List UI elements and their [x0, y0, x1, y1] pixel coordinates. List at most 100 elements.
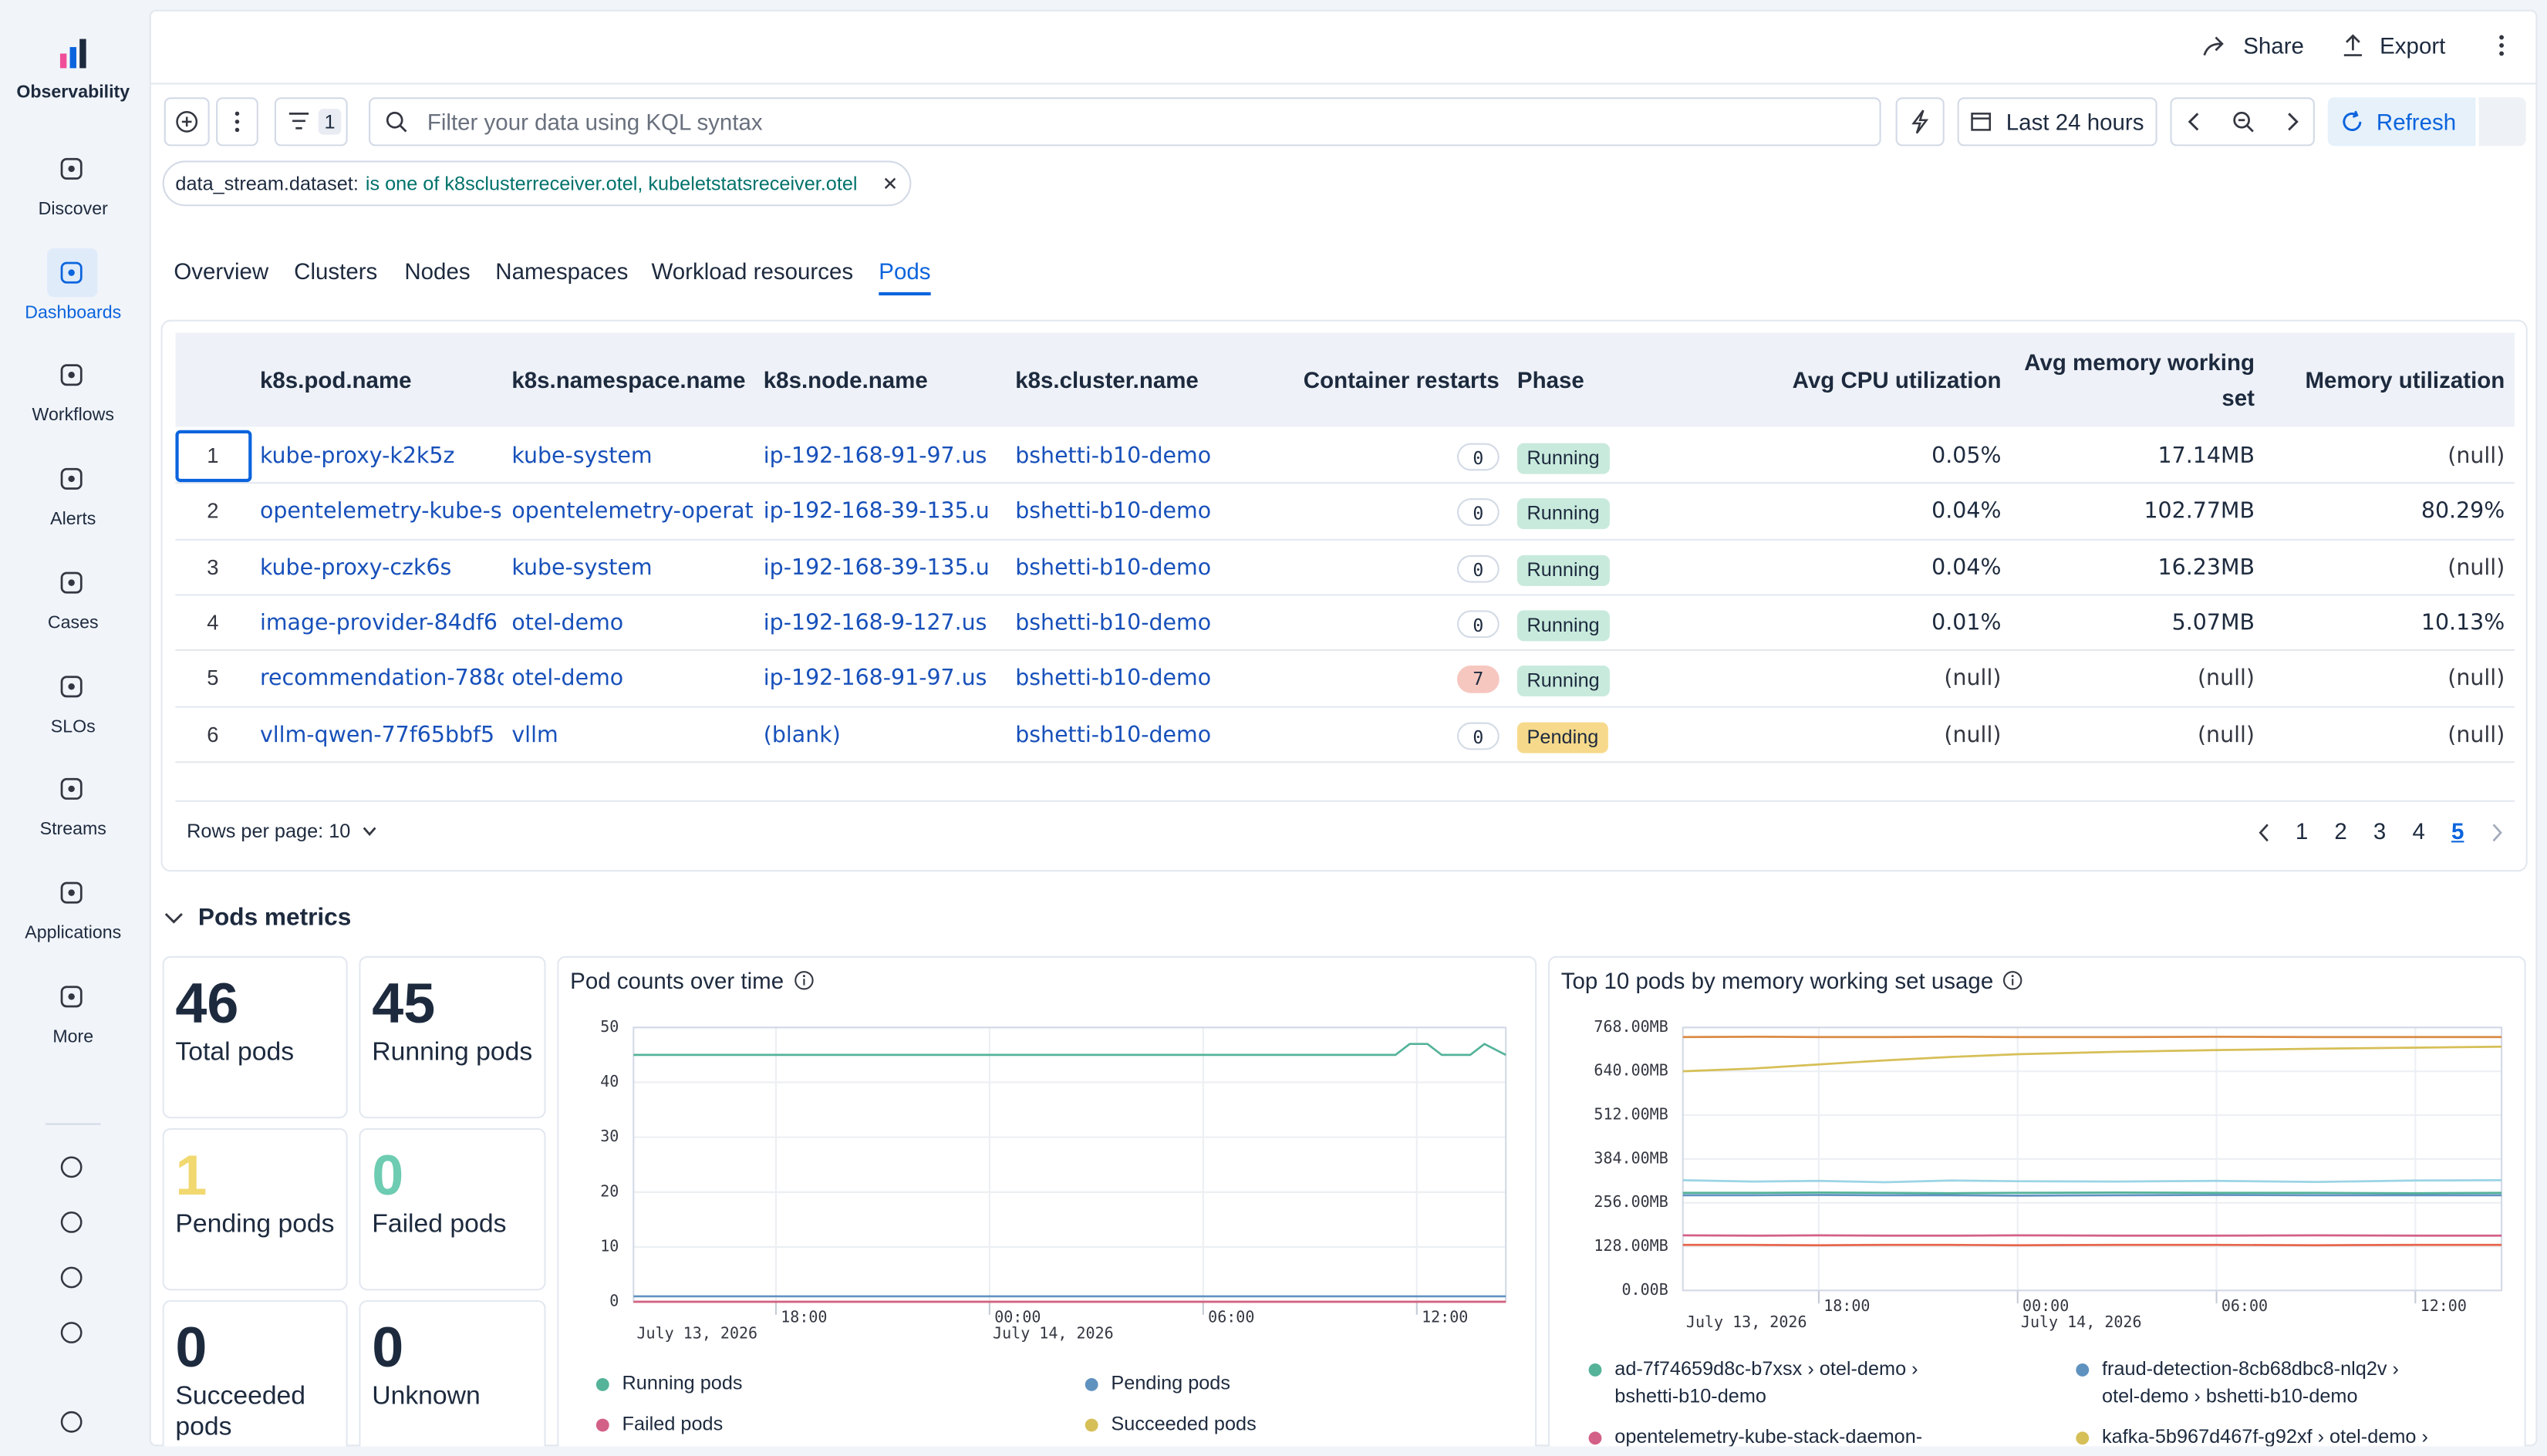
rows-per-page[interactable]: Rows per page: 10 — [187, 819, 351, 843]
table-cell: (null) — [1944, 666, 2002, 693]
table-link[interactable]: image-provider-84df6 — [259, 610, 498, 636]
nav-item[interactable]: Cases — [47, 613, 99, 633]
time-range[interactable]: Last 24 hours — [2006, 109, 2144, 135]
tab[interactable]: Clusters — [294, 258, 378, 285]
page-link[interactable]: 2 — [2334, 817, 2347, 844]
phase-badge: Pending — [1516, 721, 1608, 753]
page-link[interactable]: 1 — [2295, 817, 2309, 844]
page-link[interactable]: 5 — [2451, 817, 2464, 844]
section-title: Pods metrics — [197, 904, 352, 932]
table-link[interactable]: ip-192-168-39-135.u — [763, 554, 990, 581]
table-link[interactable]: recommendation-788d — [259, 666, 504, 693]
legend-label: Failed pods — [622, 1412, 724, 1435]
nav-item[interactable]: Workflows — [32, 406, 114, 426]
page-link[interactable]: 4 — [2412, 817, 2425, 844]
column-header[interactable]: Phase — [1516, 366, 1584, 393]
legend-item: Running pods — [593, 1370, 950, 1397]
column-header[interactable]: k8s.pod.name — [259, 366, 412, 393]
nav-item[interactable]: More — [52, 1026, 94, 1046]
table-link[interactable]: kube-system — [511, 554, 653, 581]
column-header[interactable]: Memory utilization — [2305, 366, 2505, 393]
phase-badge: Running — [1516, 666, 1610, 697]
tab[interactable]: Workload resources — [651, 258, 854, 285]
table-link[interactable]: bshetti-b10-demo — [1015, 498, 1212, 525]
table-link[interactable]: opentelemetry-kube-s — [259, 498, 502, 525]
auto-refresh[interactable] — [2478, 97, 2526, 147]
table-link[interactable]: ip-192-168-9-127.us — [763, 610, 987, 636]
nav-item[interactable]: Discover — [38, 199, 108, 220]
remove-filter — [884, 177, 896, 190]
filter-value: is one of k8sclusterreceiver.otel, kubel… — [365, 172, 858, 195]
table-link[interactable]: otel-demo — [511, 666, 624, 693]
nav-icon — [60, 985, 83, 1007]
nav-item[interactable]: Streams — [39, 820, 106, 840]
refresh-label: Refresh — [2376, 109, 2457, 135]
row-number: 5 — [207, 666, 219, 690]
tab-underline — [879, 292, 931, 296]
table-link[interactable]: kube-proxy-k2k5z — [259, 443, 455, 470]
legend-item: kafka-5b967d467f-g92xf › otel-demo › — [2073, 1424, 2430, 1446]
nav-item[interactable]: Applications — [25, 923, 122, 943]
table-cell: 0.04% — [1931, 554, 2002, 581]
export-button[interactable]: Export — [2380, 32, 2446, 59]
tab[interactable]: Pods — [879, 258, 931, 285]
nav-item[interactable]: Alerts — [50, 510, 96, 530]
legend-swatch — [1085, 1377, 1098, 1391]
table-cell: (null) — [2197, 666, 2255, 693]
header-divider — [149, 83, 2538, 85]
nav-item[interactable]: Observability — [16, 83, 130, 103]
table-link[interactable]: vllm — [511, 721, 558, 748]
filter-pill[interactable] — [162, 160, 912, 207]
nav-item[interactable]: SLOs — [50, 716, 96, 736]
nav-icon — [60, 157, 83, 180]
restart-badge: 0 — [1456, 721, 1500, 750]
legend-label: Pending pods — [1111, 1371, 1231, 1395]
more-icon — [2499, 35, 2505, 56]
column-header[interactable]: k8s.node.name — [763, 366, 928, 393]
table-link[interactable]: bshetti-b10-demo — [1015, 666, 1212, 693]
tab[interactable]: Namespaces — [495, 258, 629, 285]
table-link[interactable]: vllm-qwen-77f65bbf5 — [259, 721, 495, 748]
column-header[interactable]: Avg CPU utilization — [1792, 366, 2002, 393]
stat-label: Unknown — [372, 1383, 481, 1411]
quick-menu-button[interactable] — [1895, 97, 1945, 147]
kql-search[interactable] — [369, 97, 1881, 147]
table-link[interactable]: opentelemetry-operat — [511, 498, 754, 525]
row-divider — [175, 482, 2515, 484]
legend-swatch — [2076, 1431, 2090, 1445]
tab[interactable]: Overview — [174, 258, 269, 285]
time-nav[interactable] — [2170, 97, 2315, 147]
kql-placeholder: Filter your data using KQL syntax — [427, 109, 763, 135]
page-link[interactable]: 3 — [2373, 817, 2387, 844]
table-link[interactable]: (blank) — [763, 721, 841, 748]
table-link[interactable]: ip-192-168-39-135.u — [763, 498, 990, 525]
table-link[interactable]: otel-demo — [511, 610, 624, 636]
legend-swatch — [1588, 1363, 1602, 1377]
stat-card: 1 Pending pods — [162, 1127, 348, 1291]
table-link[interactable]: bshetti-b10-demo — [1015, 554, 1212, 581]
icon — [1971, 113, 1991, 131]
legend-item: Succeeded pods — [1082, 1410, 1439, 1438]
column-header[interactable]: Avg memory working set — [2024, 349, 2255, 411]
table-link[interactable]: kube-proxy-czk6s — [259, 554, 452, 581]
column-header[interactable]: k8s.namespace.name — [511, 366, 746, 393]
nav-icon — [60, 365, 83, 387]
table-link[interactable]: kube-system — [511, 443, 653, 470]
column-header[interactable]: Container restarts — [1303, 366, 1500, 393]
stat-label: Total pods — [175, 1039, 295, 1067]
stat-value: 45 — [372, 972, 436, 1036]
table-link[interactable]: bshetti-b10-demo — [1015, 721, 1212, 748]
table-link[interactable]: ip-192-168-91-97.us — [763, 666, 987, 693]
table-link[interactable]: bshetti-b10-demo — [1015, 610, 1212, 636]
icon — [288, 112, 309, 130]
refresh-button[interactable] — [2327, 97, 2476, 147]
nav-item[interactable]: Dashboards — [25, 302, 122, 323]
tab[interactable]: Nodes — [404, 258, 471, 285]
column-header[interactable]: k8s.cluster.name — [1015, 366, 1199, 393]
table-cell: 80.29% — [2420, 498, 2505, 525]
share-button[interactable]: Share — [2243, 32, 2304, 59]
table-link[interactable]: bshetti-b10-demo — [1015, 443, 1212, 470]
legend-item: fraud-detection-8cb68dbc8-nlq2v › otel-d… — [2073, 1356, 2430, 1411]
table-link[interactable]: ip-192-168-91-97.us — [763, 443, 987, 470]
